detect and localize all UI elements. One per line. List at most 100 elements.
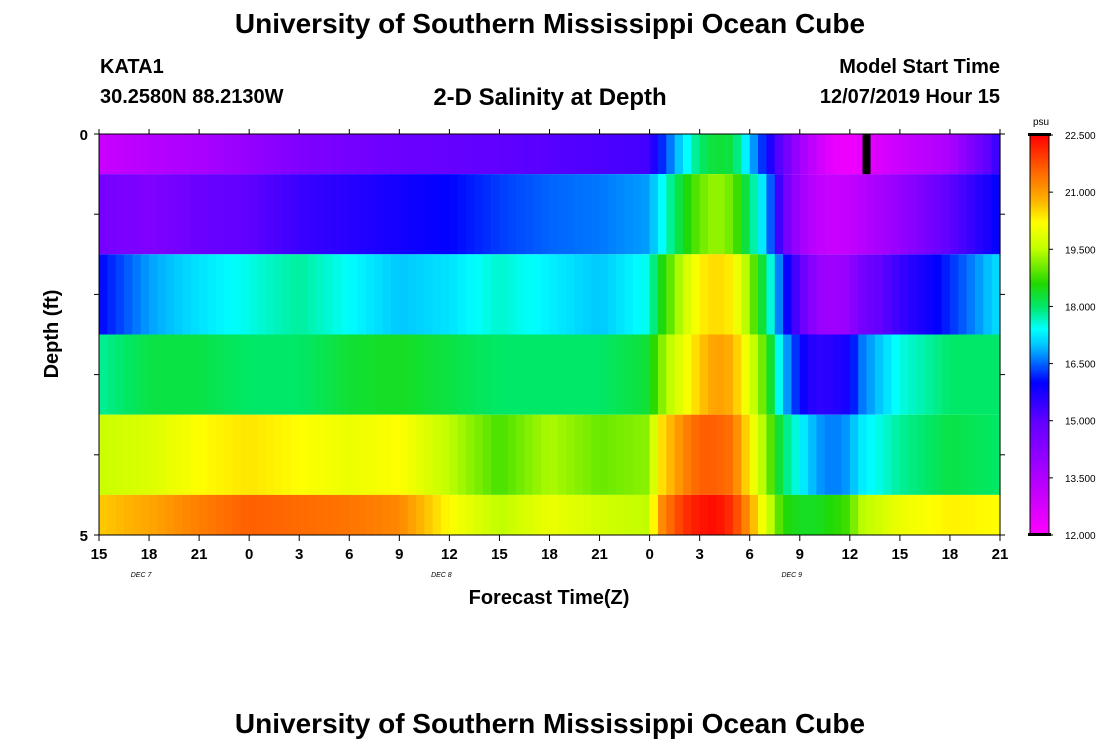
heatmap-cell	[349, 414, 359, 495]
heatmap-cell	[424, 174, 434, 255]
heatmap-cell	[324, 494, 334, 535]
heatmap-cell	[691, 254, 701, 335]
heatmap-cell	[582, 334, 592, 415]
heatmap-cell	[441, 414, 450, 495]
heatmap-cell	[174, 174, 184, 255]
heatmap-cell	[791, 134, 801, 175]
heatmap-cell	[482, 334, 492, 415]
heatmap-cell	[808, 134, 818, 175]
heatmap-cell	[632, 414, 642, 495]
heatmap-cell	[199, 334, 209, 415]
heatmap-cell	[290, 254, 300, 335]
heatmap-cell	[149, 174, 158, 255]
heatmap-cell	[516, 174, 526, 255]
heatmap-cell	[207, 494, 217, 535]
heatmap-cell	[632, 254, 642, 335]
heatmap-cell	[274, 494, 284, 535]
heatmap-cell	[799, 134, 809, 175]
heatmap-cell	[983, 494, 993, 535]
heatmap-cell	[441, 254, 450, 335]
heatmap-cell	[924, 174, 934, 255]
heatmap-cell	[557, 134, 567, 175]
heatmap-cell	[574, 254, 584, 335]
heatmap-cell	[941, 134, 951, 175]
heatmap-cell	[199, 494, 209, 535]
heatmap-cell	[124, 494, 133, 535]
heatmap-cell	[774, 494, 784, 535]
colorbar-gradient	[1029, 134, 1050, 536]
heatmap-cell	[624, 134, 634, 175]
heatmap-cell	[457, 174, 467, 255]
x-tick-label: 12	[441, 546, 458, 563]
heatmap-cell	[991, 494, 1001, 535]
heatmap-cell	[599, 134, 609, 175]
heatmap-cell	[949, 334, 959, 415]
heatmap-cell	[299, 494, 309, 535]
heatmap-cell	[641, 254, 651, 335]
heatmap-cell	[466, 414, 476, 495]
heatmap-cell	[716, 414, 726, 495]
heatmap-cell	[474, 414, 484, 495]
heatmap-cell	[115, 174, 125, 255]
heatmap-cell	[899, 174, 909, 255]
heatmap-cell	[474, 334, 484, 415]
heatmap-cell	[774, 414, 784, 495]
heatmap-cell	[666, 414, 676, 495]
heatmap-cell	[632, 134, 642, 175]
x-tick-label: 18	[541, 546, 558, 563]
heatmap-cell	[666, 494, 676, 535]
heatmap-cell	[974, 254, 984, 335]
heatmap-cell	[332, 134, 342, 175]
heatmap-cell	[766, 334, 776, 415]
heatmap-cell	[482, 494, 492, 535]
heatmap-cell	[649, 134, 659, 175]
heatmap-cell	[557, 494, 567, 535]
heatmap-cell	[466, 134, 476, 175]
heatmap-cell	[257, 414, 267, 495]
heatmap-cell	[708, 254, 717, 335]
heatmap-cell	[524, 334, 534, 415]
heatmap-cell	[524, 494, 534, 535]
heatmap-cell	[224, 334, 234, 415]
heatmap-cell	[499, 134, 509, 175]
heatmap-cell	[532, 134, 542, 175]
heatmap-cell	[991, 254, 1001, 335]
heatmap-cell	[958, 254, 968, 335]
heatmap-cell	[449, 334, 459, 415]
heatmap-cell	[824, 174, 834, 255]
heatmap-cell	[549, 174, 559, 255]
heatmap-cell	[816, 494, 826, 535]
heatmap-cell	[99, 494, 108, 535]
heatmap-cell	[949, 174, 959, 255]
colorbar-unit: psu	[1033, 117, 1049, 128]
heatmap-cell	[190, 334, 200, 415]
heatmap-cell	[624, 174, 634, 255]
heatmap-cell	[991, 174, 1001, 255]
heatmap-cell	[265, 414, 275, 495]
heatmap-cell	[966, 414, 976, 495]
heatmap-cell	[799, 334, 809, 415]
heatmap-cell	[282, 174, 292, 255]
heatmap-cell	[524, 174, 534, 255]
colorbar-labels: 22.500 21.000 19.500 18.000 16.500 15.000 13.5…	[1049, 131, 1096, 542]
heatmap-cell	[674, 134, 684, 175]
heatmap-cell	[541, 174, 551, 255]
heatmap-cell	[783, 414, 793, 495]
heatmap-cell	[307, 174, 317, 255]
heatmap-cell	[657, 414, 667, 495]
heatmap-cell	[858, 334, 868, 415]
heatmap-cell	[307, 494, 317, 535]
heatmap-cell	[624, 334, 634, 415]
heatmap-cell	[140, 254, 150, 335]
heatmap-cell	[674, 494, 684, 535]
heatmap-cell	[716, 494, 726, 535]
time-marker-bar	[862, 134, 871, 175]
heatmap-cell	[466, 334, 476, 415]
heatmap-cell	[374, 174, 384, 255]
heatmap-cell	[833, 134, 843, 175]
heatmap-cell	[257, 254, 267, 335]
heatmap-cell	[849, 414, 859, 495]
heatmap-cell	[891, 414, 901, 495]
heatmap-cell	[799, 174, 809, 255]
heatmap-cell	[666, 174, 676, 255]
